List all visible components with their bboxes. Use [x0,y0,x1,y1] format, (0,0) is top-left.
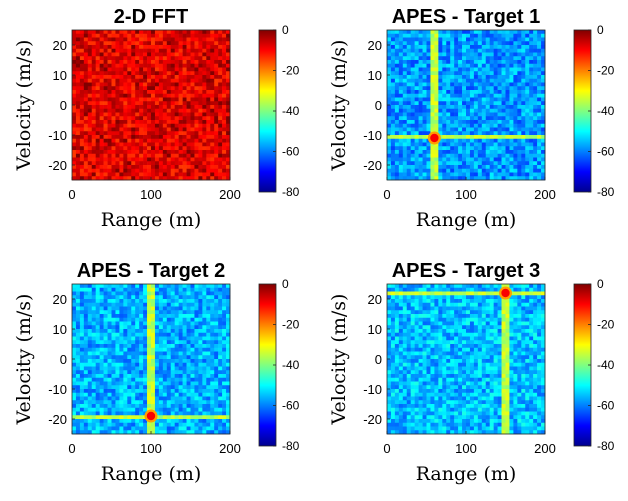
colorbar: 0 -20 -40 -60 -80 [258,23,300,199]
colorbar-tick-label: -80 [282,439,300,453]
x-tick-label: 0 [68,441,75,456]
y-tick-label: 10 [53,322,67,337]
x-tick-label: 0 [383,187,390,202]
y-axis-label: Velocity (m/s) [13,294,35,426]
target-peak [146,411,156,421]
colorbar-tick-label: -20 [282,318,300,332]
colorbar-tick-label: 0 [282,277,289,291]
y-tick-label: -10 [48,382,67,397]
x-tick-label: 200 [534,187,556,202]
colorbar-tick-label: -80 [282,185,300,199]
y-tick-label: -20 [363,412,382,427]
chart-title: APES - Target 3 [392,260,541,282]
heatmap-cells [387,30,546,181]
x-tick-label: 100 [455,441,477,456]
y-tick-label: 10 [368,68,382,83]
colorbar-tick-label: -20 [597,64,615,78]
x-tick-label: 100 [455,187,477,202]
colorbar: 0 -20 -40 -60 -80 [258,277,300,453]
colorbar-tick-label: -60 [597,399,615,413]
colorbar-tick-label: -60 [282,145,300,159]
heatmap-cells [72,30,231,181]
x-tick-label: 0 [383,441,390,456]
colorbar-tick-label: -40 [597,104,615,118]
y-tick-label: 0 [375,352,382,367]
heatmap-cells [72,284,231,435]
colorbar-tick-label: -80 [597,185,615,199]
y-tick-label: -20 [48,158,67,173]
y-tick-label: 10 [368,322,382,337]
colorbar-tick-label: -20 [597,318,615,332]
y-tick-label: 20 [53,292,67,307]
colorbar-tick-label: 0 [597,23,604,37]
x-axis-label: Range (m) [416,463,517,485]
colorbar-tick-label: 0 [597,277,604,291]
target-peak [501,288,510,298]
y-tick-label: 20 [53,38,67,53]
colorbar-tick-label: -40 [282,358,300,372]
heatmap-cells [387,284,546,435]
colorbar-tick-label: -40 [282,104,300,118]
colorbar-tick-label: -60 [282,399,300,413]
colorbar-tick-label: -20 [282,64,300,78]
colorbar: 0 -20 -40 -60 -80 [573,277,615,453]
x-axis-label: Range (m) [101,209,202,231]
y-tick-label: -10 [363,128,382,143]
chart-title: APES - Target 2 [77,260,226,282]
colorbar-tick-label: -80 [597,439,615,453]
x-axis-label: Range (m) [101,463,202,485]
y-tick-label: -20 [363,158,382,173]
x-axis-label: Range (m) [416,209,517,231]
y-tick-label: -20 [48,412,67,427]
y-axis-label: Velocity (m/s) [328,40,350,172]
y-tick-label: 0 [375,98,382,113]
x-tick-label: 200 [219,441,241,456]
x-tick-label: 200 [534,441,556,456]
y-tick-label: 20 [368,292,382,307]
target-peak [430,133,439,143]
y-tick-label: 20 [368,38,382,53]
colorbar-tick-label: -60 [597,145,615,159]
colorbar: 0 -20 -40 -60 -80 [573,23,615,199]
y-tick-label: 0 [60,352,67,367]
x-tick-label: 100 [140,441,162,456]
y-tick-label: -10 [363,382,382,397]
chart-title: 2-D FFT [114,6,188,28]
y-tick-label: 10 [53,68,67,83]
chart-title: APES - Target 1 [392,6,541,28]
colorbar-tick-label: -40 [597,358,615,372]
colorbar-tick-label: 0 [282,23,289,37]
y-tick-label: 0 [60,98,67,113]
x-tick-label: 100 [140,187,162,202]
y-axis-label: Velocity (m/s) [13,40,35,172]
x-tick-label: 0 [68,187,75,202]
y-axis-label: Velocity (m/s) [328,294,350,426]
x-tick-label: 200 [219,187,241,202]
y-tick-label: -10 [48,128,67,143]
